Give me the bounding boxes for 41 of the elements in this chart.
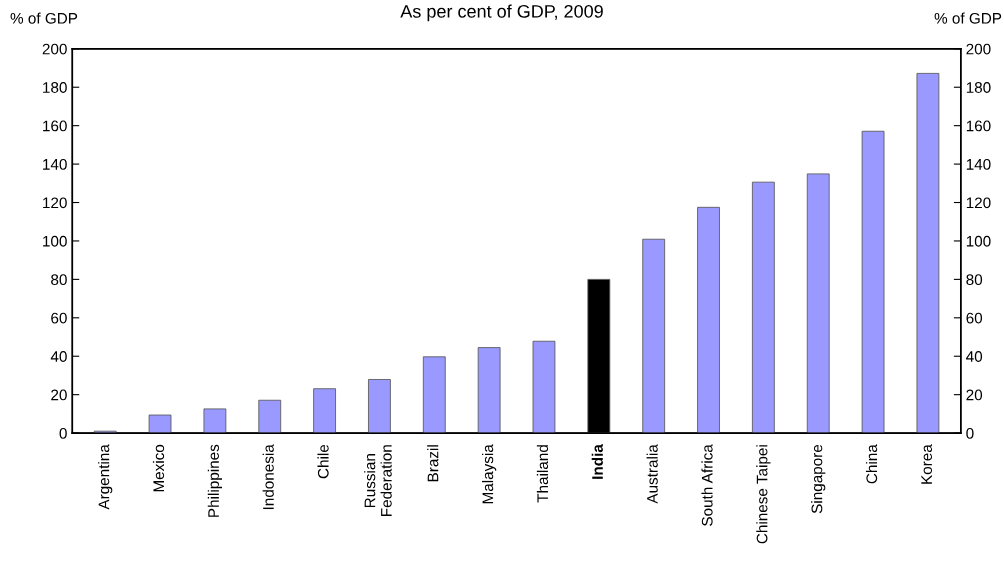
x-tick-label: China <box>865 444 878 484</box>
y-tick-label: 180 <box>43 82 67 93</box>
x-tick-label: Philippines <box>207 444 223 517</box>
y-axis-title: % of GDP <box>10 12 78 24</box>
y2-tick-label: 200 <box>966 43 991 55</box>
y-tick-label: 200 <box>42 43 67 55</box>
x-tick-label: Singapore <box>811 444 826 514</box>
x-tick-label: Korea <box>921 444 933 484</box>
x-tick-label: Chile <box>317 444 329 479</box>
y2-tick-label: 160 <box>966 120 991 132</box>
y2-tick-label: 180 <box>966 82 991 93</box>
y-tick-label: 140 <box>43 158 67 170</box>
y2-tick-label: 80 <box>966 274 983 286</box>
y-tick-label: 120 <box>43 197 67 209</box>
y2-tick-label: 120 <box>966 197 991 209</box>
y2-tick-label: 40 <box>966 351 983 362</box>
x-tick-label: Thailand <box>536 445 549 503</box>
x-tick-label: Australia <box>646 444 658 504</box>
y2-tick-label: 100 <box>966 235 991 247</box>
y2-tick-label: 20 <box>966 389 983 401</box>
x-tick-label: Mexico <box>152 444 165 492</box>
y-tick-label: 0 <box>59 427 67 439</box>
x-tick-label: South Africa <box>701 444 713 526</box>
y-tick-label: 40 <box>50 351 67 362</box>
y-tick-label: 60 <box>51 312 67 324</box>
y-tick-label: 160 <box>43 120 67 132</box>
y2-tick-label: 0 <box>966 427 974 439</box>
y2-axis-title: % of GDP <box>934 12 1002 24</box>
y-tick-label: 100 <box>43 235 67 247</box>
x-tick-label: Indonesia <box>262 444 274 510</box>
x-tick-label: Malaysia <box>482 444 497 504</box>
y-tick-label: 80 <box>51 274 67 286</box>
x-tick-label: Brazil <box>427 445 439 482</box>
x-tick-label: Chinese Taipei <box>756 445 771 544</box>
x-tick-label: Russian Federation <box>364 445 392 516</box>
y2-tick-label: 140 <box>966 158 991 170</box>
y-tick-label: 20 <box>51 389 67 401</box>
chart-title: As per cent of GDP, 2009 <box>400 4 603 22</box>
x-tick-label: Argentina <box>98 444 113 510</box>
y2-tick-label: 60 <box>966 312 983 324</box>
x-tick-label: India <box>591 444 603 479</box>
